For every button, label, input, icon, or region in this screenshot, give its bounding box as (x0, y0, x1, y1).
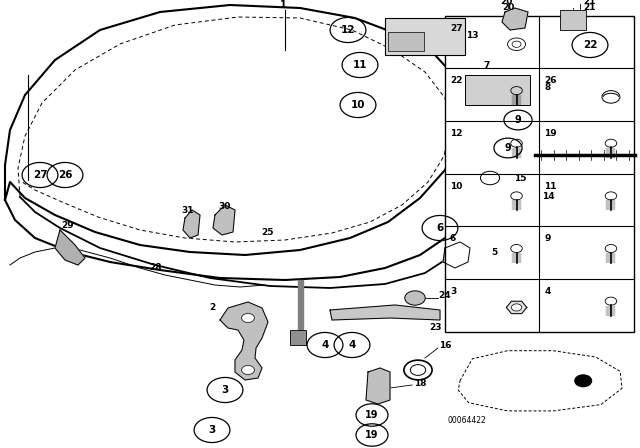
Text: 31: 31 (182, 206, 195, 215)
Text: 27: 27 (33, 170, 47, 180)
Bar (465, 75, 530, 105)
Text: 11: 11 (544, 181, 557, 191)
Circle shape (242, 314, 255, 323)
Text: 2: 2 (209, 303, 215, 313)
Text: 13: 13 (466, 30, 478, 39)
Text: 1: 1 (280, 0, 286, 10)
Text: 3: 3 (221, 385, 228, 395)
Bar (388, 32, 424, 51)
Polygon shape (330, 305, 440, 320)
Polygon shape (55, 230, 85, 265)
Text: 19: 19 (365, 430, 379, 440)
Text: 18: 18 (413, 379, 426, 388)
Text: 28: 28 (148, 263, 161, 272)
Text: 19: 19 (365, 410, 379, 420)
Polygon shape (366, 368, 390, 404)
Polygon shape (502, 8, 528, 30)
Text: 7: 7 (484, 60, 490, 69)
Polygon shape (220, 302, 268, 380)
Text: 9: 9 (544, 234, 550, 243)
Text: 4: 4 (321, 340, 329, 350)
Text: 14: 14 (541, 191, 554, 201)
Text: 24: 24 (438, 292, 451, 301)
Polygon shape (506, 301, 527, 314)
Text: 15: 15 (514, 173, 526, 182)
Text: 21: 21 (584, 0, 596, 7)
Text: 10: 10 (351, 100, 365, 110)
Text: 29: 29 (61, 220, 74, 229)
Text: 19: 19 (544, 129, 557, 138)
Circle shape (242, 366, 255, 375)
Circle shape (575, 375, 591, 387)
Bar (385, 18, 465, 55)
Text: 9: 9 (504, 143, 511, 153)
Text: 4: 4 (348, 340, 356, 350)
Bar (298, 280, 303, 330)
Circle shape (511, 304, 522, 311)
Text: 20: 20 (502, 4, 514, 13)
Polygon shape (213, 205, 235, 235)
Text: 30: 30 (219, 202, 231, 211)
Bar (445, 16, 634, 332)
Text: 10: 10 (450, 181, 462, 191)
Text: 3: 3 (209, 425, 216, 435)
Text: 3: 3 (450, 287, 456, 296)
Polygon shape (183, 210, 200, 238)
Text: 00064422: 00064422 (448, 416, 487, 425)
Text: 26: 26 (544, 77, 557, 86)
Text: 25: 25 (262, 228, 275, 237)
Text: 6: 6 (436, 223, 444, 233)
Text: 20: 20 (500, 0, 512, 7)
Text: 26: 26 (58, 170, 72, 180)
Text: 27: 27 (450, 24, 463, 33)
FancyArrowPatch shape (513, 13, 524, 20)
Text: 8: 8 (545, 83, 551, 92)
Text: 22: 22 (450, 77, 463, 86)
Text: 23: 23 (429, 323, 441, 332)
Polygon shape (443, 242, 470, 268)
Bar (290, 330, 306, 345)
Bar (560, 10, 586, 30)
Circle shape (404, 291, 425, 305)
Text: 11: 11 (353, 60, 367, 70)
Text: 5: 5 (491, 247, 497, 257)
Text: 4: 4 (544, 287, 550, 296)
Text: 16: 16 (439, 340, 451, 349)
Text: 21: 21 (584, 4, 596, 13)
Text: 12: 12 (340, 25, 355, 35)
Text: 12: 12 (450, 129, 463, 138)
Text: 6: 6 (450, 234, 456, 243)
Text: 22: 22 (583, 40, 597, 50)
Text: 9: 9 (515, 115, 522, 125)
